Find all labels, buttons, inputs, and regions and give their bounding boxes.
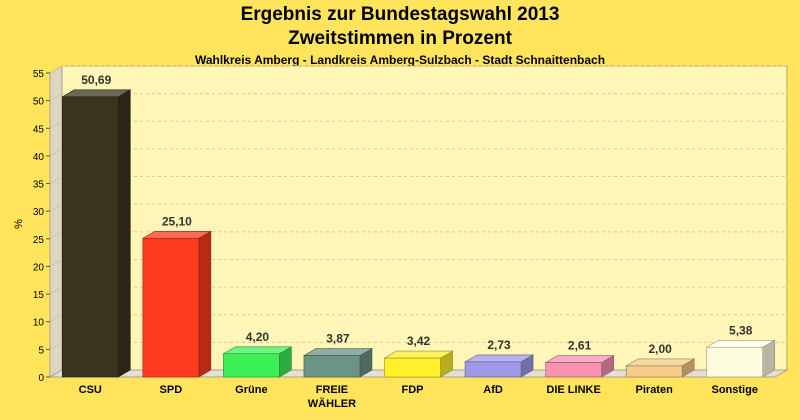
bar-top: [544, 355, 615, 363]
grid-line-side: [49, 93, 63, 102]
bar: [706, 346, 764, 378]
bar-top: [383, 350, 454, 359]
y-tick-label: 0: [38, 373, 44, 384]
bar-top: [463, 354, 535, 363]
y-tick-label: 30: [33, 207, 45, 218]
data-label: 2,61: [568, 339, 592, 353]
bar-top: [222, 346, 293, 355]
y-tick-label: 35: [33, 180, 45, 191]
bar-top: [705, 339, 776, 348]
chart-subtitle: Zweitstimmen in Prozent: [288, 28, 512, 49]
bar: [303, 355, 361, 378]
y-tick-label: 50: [33, 97, 45, 108]
chart-title: Ergebnis zur Bundestagswahl 2013: [240, 4, 560, 25]
grid-line-side: [49, 259, 63, 267]
y-axis-label: %: [13, 219, 25, 229]
x-tick-label: DIE LINKE: [546, 384, 600, 396]
x-tick-label: FREIE WÄHLER: [308, 384, 356, 410]
data-label: 4,20: [246, 330, 270, 344]
x-tick-label: AfD: [483, 384, 503, 396]
y-tick-label: 25: [33, 235, 45, 246]
grid-line-side: [49, 148, 63, 157]
y-tick-label: 40: [33, 152, 45, 163]
x-tick-label: Grüne: [235, 384, 267, 396]
bar: [142, 237, 200, 378]
chart-region-subtitle: Wahlkreis Amberg - Landkreis Amberg-Sulz…: [194, 53, 606, 67]
y-tick-label: 45: [33, 124, 45, 135]
x-tick-label: SPD: [160, 384, 183, 396]
grid-line-side: [49, 286, 63, 295]
data-label: 2,00: [648, 342, 672, 356]
grid-line-side: [49, 176, 63, 184]
data-label: 5,38: [729, 323, 753, 337]
grid-line-side: [49, 203, 63, 212]
x-tick-label: Piraten: [636, 384, 674, 396]
data-label: 2,73: [487, 338, 511, 352]
bar: [223, 353, 280, 378]
bar-side: [198, 230, 212, 378]
y-tick-label: 55: [33, 69, 45, 80]
grid-line-side: [49, 341, 63, 350]
grid-line-side: [49, 231, 63, 240]
bar-top: [302, 348, 374, 356]
bar: [61, 96, 119, 378]
data-label: 25,10: [162, 214, 192, 228]
x-tick-label: FDP: [402, 384, 424, 396]
bar-top: [625, 358, 696, 367]
bar-top: [61, 89, 132, 98]
x-tick-label: Sonstige: [711, 384, 757, 396]
y-tick-label: 15: [33, 290, 45, 301]
grid-line-side: [49, 120, 63, 129]
y-tick-label: 20: [33, 262, 45, 273]
grid-line-side: [49, 314, 63, 323]
x-tick-label: CSU: [79, 384, 102, 396]
bar: [625, 365, 683, 378]
bar: [384, 357, 441, 378]
grid-line-side: [49, 65, 63, 74]
bar: [545, 362, 602, 378]
bar-side: [117, 89, 131, 378]
bar: [464, 361, 522, 378]
data-label: 3,87: [326, 332, 350, 346]
y-tick-label: 10: [33, 318, 45, 329]
plot-left-wall: [49, 65, 63, 378]
y-tick-label: 5: [38, 345, 44, 356]
data-label: 3,42: [407, 334, 431, 348]
data-label: 50,69: [81, 73, 111, 87]
bar-top: [141, 230, 212, 239]
